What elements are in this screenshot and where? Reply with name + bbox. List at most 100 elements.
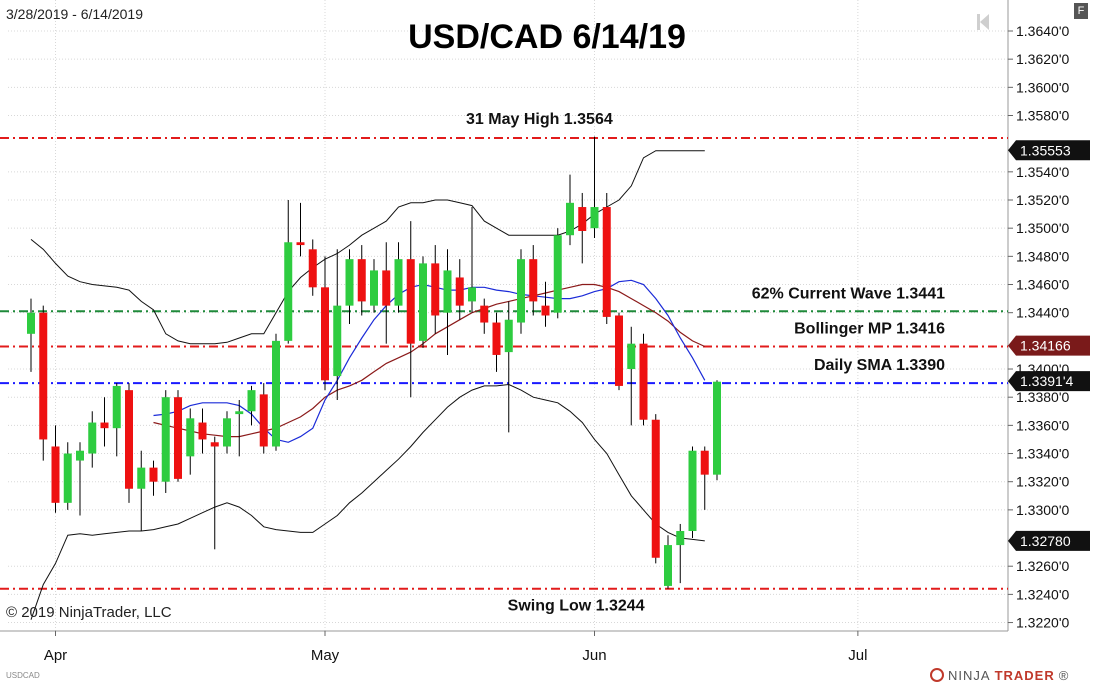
candle-body-up — [688, 450, 697, 531]
candle-body-up — [76, 450, 84, 461]
candle-body-up — [713, 381, 721, 475]
level-label: 31 May High 1.3564 — [466, 111, 613, 128]
candle-body-up — [664, 545, 672, 586]
candle-body-up — [88, 422, 97, 454]
candle-body-down — [308, 249, 317, 288]
price-tick-label: 1.3540'0 — [1016, 164, 1069, 180]
candle-body-down — [492, 322, 501, 355]
candle-body-down — [51, 446, 60, 503]
brand-prefix: NINJA — [948, 667, 991, 683]
price-tags: 1.35553 1.34166 1.3391'4 1.32780 — [1008, 140, 1090, 551]
price-tick-label: 1.3520'0 — [1016, 192, 1069, 208]
price-tick-label: 1.3240'0 — [1016, 586, 1069, 602]
candle-body-down — [321, 287, 329, 381]
date-tick-label: May — [311, 647, 340, 664]
candle-body-up — [627, 343, 636, 370]
price-tick-label: 1.3340'0 — [1016, 446, 1069, 462]
candle-body-down — [480, 305, 489, 323]
price-tick-label: 1.3260'0 — [1016, 558, 1069, 574]
candle-body-down — [100, 422, 109, 429]
price-tick-label: 1.3580'0 — [1016, 107, 1069, 123]
copyright-text: © 2019 NinjaTrader, LLC — [6, 604, 172, 621]
candle-body-up — [161, 397, 170, 482]
candle-body-up — [223, 418, 231, 447]
candle-body-up — [345, 259, 354, 306]
candle-body-up — [419, 263, 427, 341]
candle-body-up — [443, 270, 452, 313]
chart-grid — [0, 0, 1009, 632]
f-button[interactable]: F — [1074, 3, 1088, 19]
candle-body-down — [615, 315, 623, 386]
price-tick-label: 1.3220'0 — [1016, 615, 1069, 631]
instrument-symbol: USDCAD — [6, 671, 40, 680]
price-tag-label: 1.32780 — [1020, 533, 1071, 549]
candle-body-up — [566, 202, 574, 236]
price-tag-label: 1.3391'4 — [1020, 373, 1073, 389]
price-tag-label: 1.35553 — [1020, 142, 1071, 158]
candle-body-down — [700, 450, 709, 475]
candle-body-down — [639, 343, 648, 420]
candle-body-up — [235, 411, 244, 415]
candle-body-down — [406, 259, 415, 344]
candle-body-up — [186, 418, 195, 457]
date-tick-label: Jun — [582, 647, 606, 664]
candle-body-up — [272, 340, 280, 447]
candle-body-down — [455, 277, 464, 306]
price-tick-label: 1.3600'0 — [1016, 79, 1069, 95]
candle-body-up — [468, 287, 476, 302]
price-tick-label: 1.3460'0 — [1016, 277, 1069, 293]
date-range: 3/28/2019 - 6/14/2019 — [6, 6, 144, 22]
candle-body-down — [296, 242, 305, 246]
bollinger-lower-line — [30, 383, 705, 620]
candle-body-up — [27, 312, 35, 334]
candle-body-down — [541, 305, 550, 316]
candle-body-down — [382, 270, 391, 306]
price-axis: 1.3640'0 1.3620'0 1.3600'0 1.3580'0 1.3540'0… — [1008, 23, 1069, 631]
level-label: Daily SMA 1.3390 — [814, 357, 945, 374]
candle-series — [27, 136, 721, 589]
price-tick-label: 1.3440'0 — [1016, 305, 1069, 321]
candle-body-down — [431, 263, 440, 316]
candle-body-down — [602, 207, 611, 317]
candle-body-down — [198, 422, 207, 440]
candle-body-up — [553, 235, 562, 313]
ninjatrader-logo-icon — [930, 668, 944, 682]
candle-body-up — [284, 242, 293, 341]
candle-body-up — [137, 467, 146, 489]
candle-body-down — [174, 397, 182, 479]
chart-title: USD/CAD 6/14/19 — [408, 18, 686, 56]
price-tag-bg — [1008, 140, 1090, 161]
price-tag-bg — [1008, 530, 1090, 551]
candle-body-up — [247, 390, 256, 412]
candle-body-down — [210, 442, 219, 447]
candle-body-down — [39, 312, 48, 440]
brand-mark: ® — [1058, 667, 1070, 683]
candle-body-up — [676, 530, 685, 546]
price-tick-label: 1.3640'0 — [1016, 23, 1069, 39]
date-tick-label: Apr — [44, 647, 67, 664]
candle-body-up — [63, 453, 72, 503]
candle-body-up — [504, 319, 513, 353]
scroll-to-start-icon[interactable] — [976, 12, 990, 32]
candle-body-down — [357, 259, 366, 302]
date-tick-label: Jul — [848, 647, 867, 664]
level-label: 62% Current Wave 1.3441 — [752, 285, 945, 302]
brand-suffix: TRADER — [994, 667, 1055, 683]
price-tick-label: 1.3480'0 — [1016, 248, 1069, 264]
ninjatrader-logo: NINJA TRADER ® — [930, 666, 1069, 684]
price-tag-label: 1.34166 — [1020, 338, 1071, 354]
candle-body-up — [394, 259, 403, 306]
candle-body-up — [590, 207, 599, 229]
moving-average-line — [153, 283, 706, 438]
price-tick-label: 1.3380'0 — [1016, 389, 1069, 405]
price-tag-bg — [1008, 371, 1090, 392]
price-tick-label: 1.3320'0 — [1016, 474, 1069, 490]
candle-body-down — [125, 390, 133, 489]
candle-body-up — [112, 385, 121, 429]
candle-body-down — [259, 394, 268, 447]
level-label: Swing Low 1.3244 — [508, 598, 645, 615]
sma-line — [153, 279, 706, 443]
candle-body-up — [517, 259, 525, 323]
price-tick-label: 1.3500'0 — [1016, 220, 1069, 236]
candle-body-up — [333, 305, 342, 377]
